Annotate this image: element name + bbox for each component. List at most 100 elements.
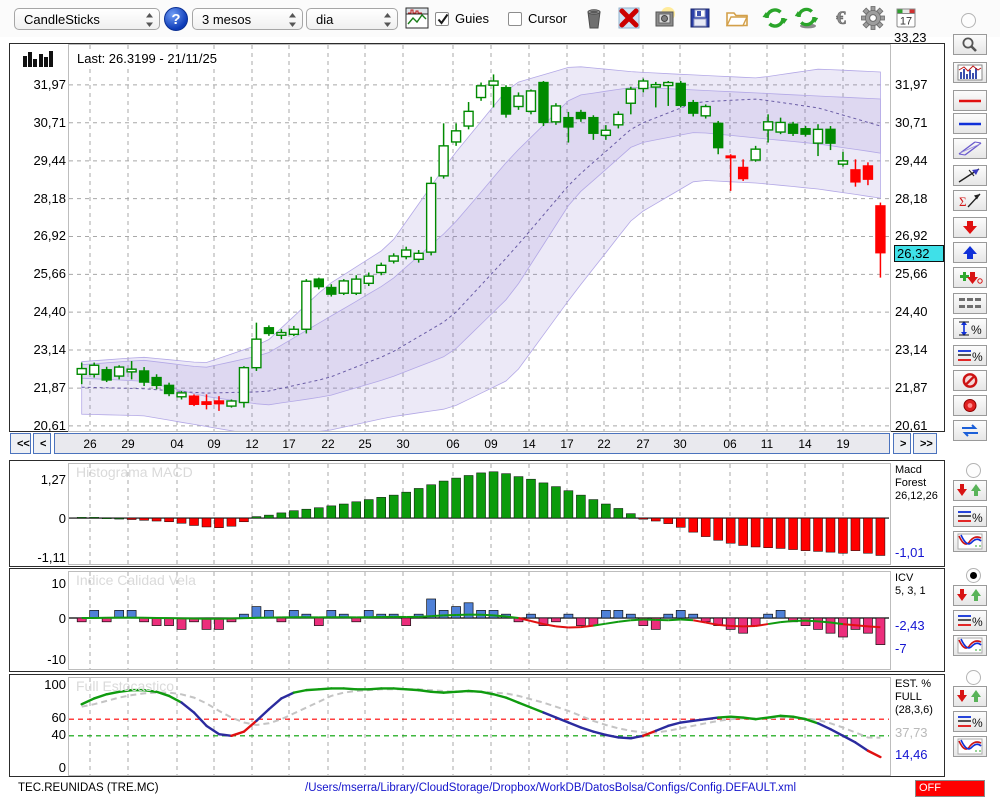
blue-line-icon[interactable]: [953, 113, 987, 134]
icv-bar: [151, 617, 162, 626]
macd-lines-percent-icon[interactable]: %: [953, 506, 987, 527]
macd-bar: [289, 510, 299, 519]
stochastic-plot-area[interactable]: [68, 677, 891, 776]
indicator-thumb-icon[interactable]: [953, 62, 987, 83]
price-chart-svg: [69, 45, 889, 431]
stochastic-k-line: [454, 689, 470, 693]
forbidden-icon[interactable]: [953, 370, 987, 391]
icv-bar: [551, 617, 561, 623]
stochastic-k-line: [866, 749, 882, 759]
euro-icon[interactable]: €: [828, 4, 854, 35]
cursor-checkbox[interactable]: Cursor: [508, 11, 567, 26]
icv-axis-label-min: -10: [47, 652, 66, 667]
scroll-last-button[interactable]: >>: [913, 433, 937, 454]
price-panel-radio[interactable]: [961, 13, 976, 28]
icv-signal-line: [630, 618, 644, 622]
open-folder-icon[interactable]: [724, 5, 750, 36]
dashes-icon[interactable]: [953, 293, 987, 314]
stochastic-arrows-icon[interactable]: [953, 686, 987, 707]
stochastic-indicator-params: (28,3,6): [895, 704, 933, 716]
icv-lines-percent-icon[interactable]: %: [953, 610, 987, 631]
date-tick-label: 09: [484, 437, 498, 451]
stochastic-k-line: [592, 730, 608, 737]
trash-icon[interactable]: [581, 5, 607, 36]
candle-body: [575, 111, 587, 120]
signals-icon[interactable]: [953, 267, 987, 288]
icv-bar: [875, 617, 886, 645]
sigma-regression-icon[interactable]: Σ: [953, 190, 987, 211]
scroll-next-button[interactable]: >: [893, 433, 911, 454]
candle-body: [513, 95, 524, 108]
cycle-icon[interactable]: [953, 420, 987, 441]
icv-signal-line: [855, 624, 869, 628]
icv-bar: [313, 617, 324, 626]
macd-indicator-name2: Forest: [895, 477, 927, 489]
stochastic-k-line: [117, 688, 133, 693]
chart-type-select[interactable]: CandleSticks: [14, 8, 160, 30]
icv-watermark: Indice Calidad Vela: [76, 572, 196, 588]
record-icon[interactable]: [953, 395, 987, 416]
stochastic-panel-radio[interactable]: [966, 670, 981, 685]
icv-bar: [650, 617, 661, 630]
macd-axis-label-min: -1,11: [37, 550, 66, 565]
candle-body: [825, 128, 836, 144]
checkbox-box[interactable]: [508, 11, 522, 26]
price-axis-label: 30,71: [33, 114, 66, 130]
interval-select[interactable]: dia: [306, 8, 398, 30]
lines-percent-icon[interactable]: %: [953, 345, 987, 366]
red-line-icon[interactable]: [953, 90, 987, 111]
icv-bar: [451, 606, 461, 619]
refresh-icon[interactable]: [762, 5, 788, 36]
macd-curve-icon[interactable]: [953, 531, 987, 552]
date-axis[interactable]: 26 29 04 09 12 17 22 25 30 06 09 14 17 22 27 30 06 11 14 19: [54, 433, 890, 454]
macd-bar: [276, 512, 287, 519]
icv-arrows-icon[interactable]: [953, 585, 987, 606]
stochastic-k-line: [629, 734, 645, 740]
down-arrow-icon[interactable]: [953, 217, 987, 238]
price-plot-area[interactable]: [68, 44, 891, 432]
up-arrow-icon[interactable]: [953, 242, 987, 263]
icv-bar: [763, 613, 773, 619]
measure-percent-icon[interactable]: %: [953, 318, 987, 339]
date-tick-label: 11: [760, 437, 774, 451]
icv-signal-line: [718, 623, 731, 627]
candle-body: [301, 280, 312, 330]
help-button[interactable]: ?: [164, 7, 188, 31]
macd-plot-area[interactable]: [68, 463, 891, 565]
stochastic-curve-icon[interactable]: [953, 736, 987, 757]
macd-arrows-icon[interactable]: [953, 480, 987, 501]
channel-icon[interactable]: [953, 138, 987, 159]
save-icon[interactable]: [687, 5, 713, 36]
icv-plot-area[interactable]: [68, 571, 891, 670]
snapshot-icon[interactable]: [652, 5, 678, 36]
icv-bar: [563, 613, 574, 619]
date-tick-label: 30: [396, 437, 410, 451]
period-select[interactable]: 3 mesos: [192, 8, 303, 30]
scroll-first-button[interactable]: <<: [10, 433, 31, 454]
scroll-prev-button[interactable]: <: [33, 433, 51, 454]
macd-bar: [264, 514, 274, 519]
stochastic-watermark: Full Estocastico: [76, 678, 175, 694]
candle-body: [588, 116, 599, 134]
trendline-icon[interactable]: [953, 165, 987, 186]
guides-checkbox[interactable]: Guies: [435, 11, 489, 26]
delete-icon[interactable]: [616, 5, 642, 36]
status-toggle-badge[interactable]: OFF: [915, 780, 985, 797]
settings-gear-icon[interactable]: [860, 5, 886, 36]
calendar-icon[interactable]: 17: [893, 5, 919, 36]
chart-window-icon[interactable]: [404, 6, 430, 35]
macd-panel-radio[interactable]: [966, 463, 981, 478]
zoom-icon[interactable]: [953, 34, 987, 55]
price-axis-label: 20,61: [33, 417, 66, 433]
icv-panel-radio[interactable]: [966, 568, 981, 583]
icv-signal-line: [493, 614, 507, 618]
price-axis-label: 29,44: [33, 152, 66, 168]
candle-body: [850, 169, 861, 183]
stochastic-k-line: [92, 693, 108, 700]
icv-curve-icon[interactable]: [953, 635, 987, 656]
checkbox-box[interactable]: [435, 11, 449, 26]
stochastic-lines-percent-icon[interactable]: %: [953, 711, 987, 732]
macd-bar: [339, 503, 349, 519]
bar-chart-icon[interactable]: [22, 50, 56, 73]
reload-icon[interactable]: [794, 5, 820, 36]
